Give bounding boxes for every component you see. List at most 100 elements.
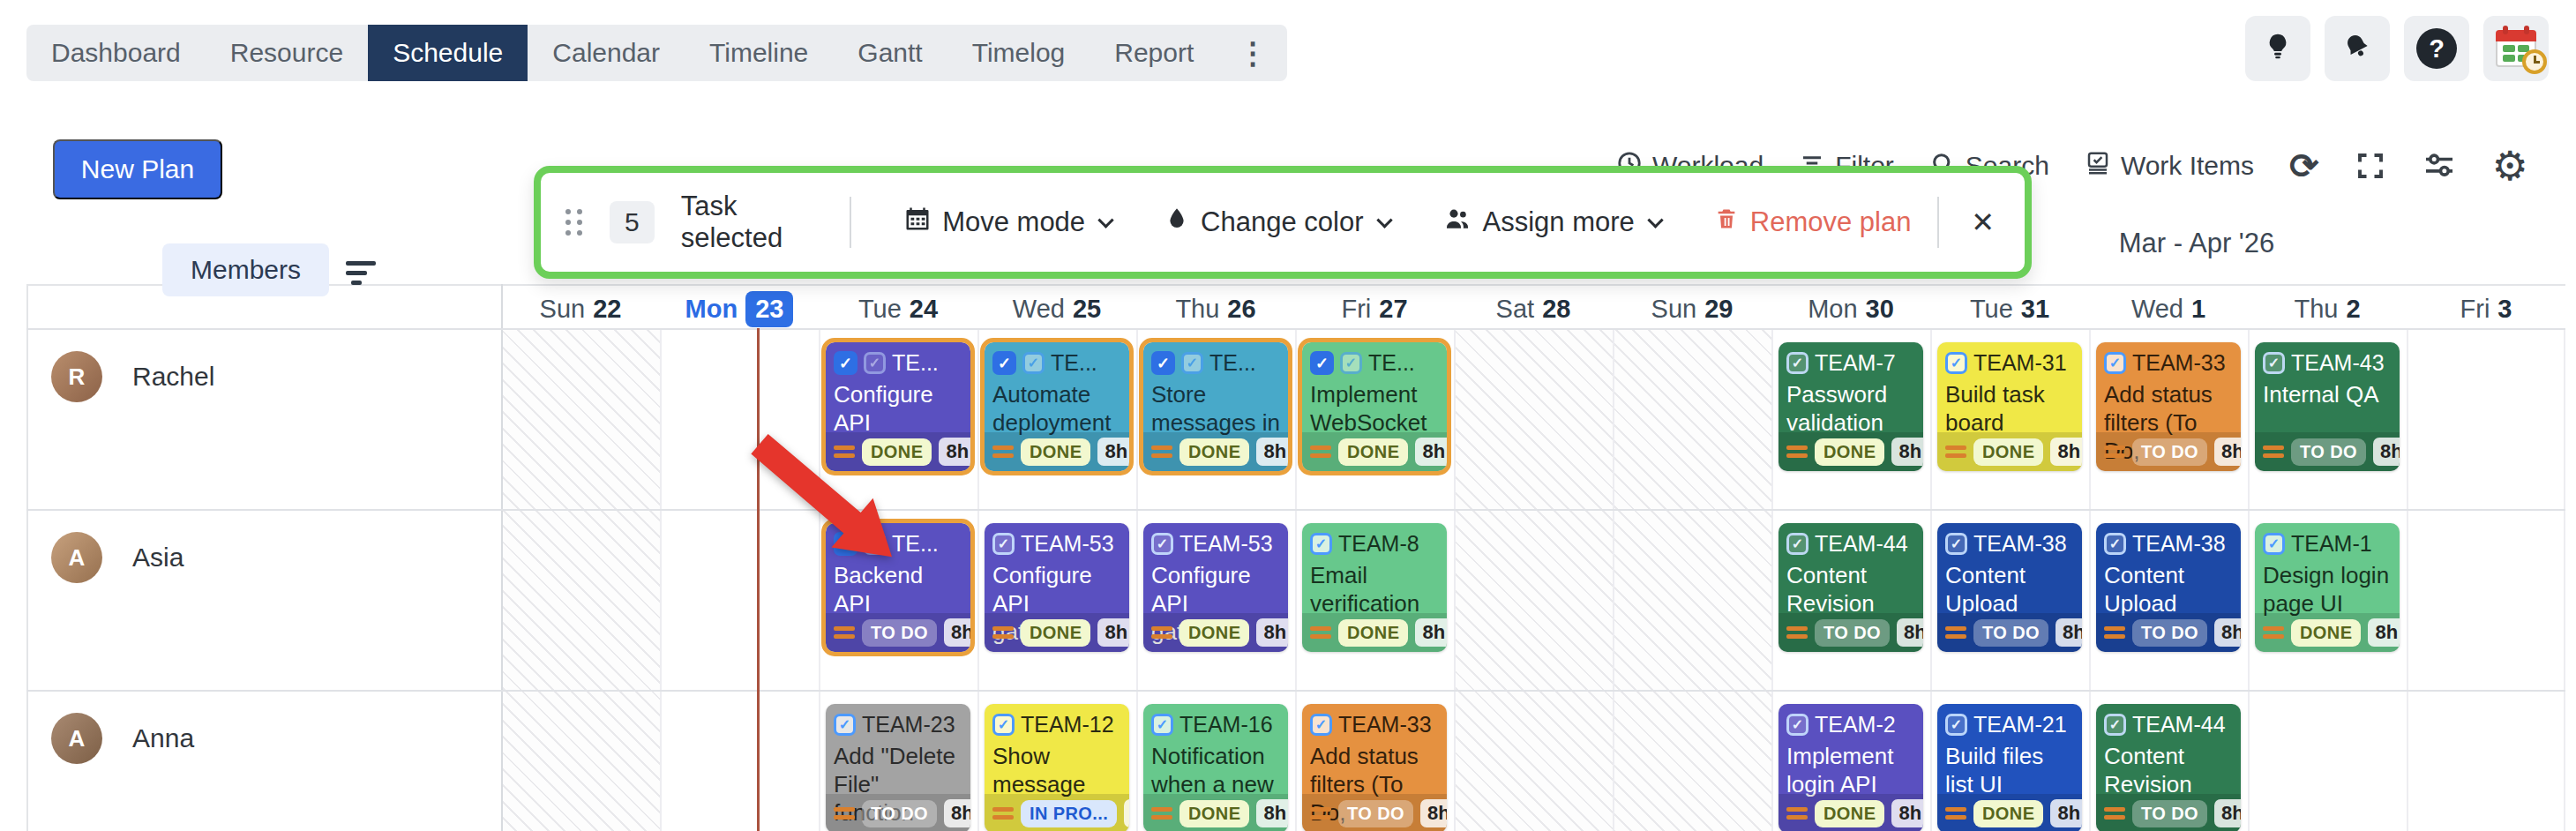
task-card[interactable]: TE... Implement WebSocket DONE8h [1302,342,1447,471]
priority-icon [1945,623,1966,642]
hours-badge: 8h [2056,618,2082,647]
tab-dashboard[interactable]: Dashboard [26,25,206,81]
bell-icon [2341,31,2373,66]
task-key: TE... [1368,350,1415,376]
priority-icon [834,804,855,823]
day-header: Mon30 [1771,289,1930,328]
selected-checkbox[interactable] [1151,351,1175,375]
avatar: A [51,713,102,764]
task-key: TE... [1051,350,1097,376]
selected-checkbox[interactable] [1310,351,1334,375]
notifications-button[interactable] [2325,16,2390,81]
task-key: TEAM-43 [2291,350,2385,376]
status-badge: DONE [1338,619,1408,647]
task-card[interactable]: TEAM-44 Content Revision TO DO8h [2096,704,2241,831]
work-items-icon [2085,150,2111,183]
day-header: Wed25 [977,289,1136,328]
task-card[interactable]: TEAM-2 Implement login API DONE8h [1778,704,1923,831]
task-key: TEAM-33 [2132,350,2226,376]
status-badge: TO DO [2132,619,2207,647]
task-type-icon [1151,533,1173,555]
task-card[interactable]: TEAM-31 Build task board DONE8h [1937,342,2082,471]
work-items-button[interactable]: Work Items [2085,150,2254,183]
hours-badge: 8h [944,618,970,647]
task-card[interactable]: TEAM-8 Email verification DONE8h [1302,523,1447,652]
day-header: Fri3 [2407,289,2565,328]
task-card[interactable]: TEAM-38 Content Upload TO DO8h [2096,523,2241,652]
new-plan-button[interactable]: New Plan [53,139,222,199]
task-key: TEAM-53 [1179,531,1273,557]
task-card[interactable]: TEAM-43 Internal QA TO DO8h [2255,342,2400,471]
tab-gantt[interactable]: Gantt [833,25,947,81]
selected-checkbox[interactable] [834,351,857,375]
status-badge: DONE [1021,438,1090,466]
task-card[interactable]: TEAM-23 Add "Delete File" function TO DO… [826,704,970,831]
selected-checkbox[interactable] [992,351,1016,375]
task-key: TEAM-16 [1179,712,1273,737]
task-card[interactable]: TEAM-38 Content Upload TO DO8h [1937,523,2082,652]
task-card[interactable]: TEAM-33 Add status filters (To Do, TO DO… [2096,342,2241,471]
task-card[interactable]: TEAM-7 Password validation DONE8h [1778,342,1923,471]
tab-resource[interactable]: Resource [206,25,368,81]
status-badge: TO DO [2291,438,2366,466]
tab-schedule[interactable]: Schedule [368,25,528,81]
chevron-down-icon [1647,212,1663,228]
refresh-icon[interactable] [2289,146,2319,186]
task-type-icon [1945,352,1967,374]
member-name: Rachel [132,362,214,392]
members-dropdown[interactable]: Members [162,243,329,296]
assign-more-button[interactable]: Assign more [1443,205,1661,240]
task-type-icon [1786,533,1808,555]
status-badge: TO DO [2132,438,2207,466]
task-title: Design login page UI [2255,557,2400,618]
task-card[interactable]: TEAM-12 Show message IN PRO...8h [985,704,1129,831]
task-key: TE... [892,350,939,376]
members-filter-icon[interactable] [346,261,376,288]
task-type-icon [1786,714,1808,736]
task-key: TEAM-31 [1973,350,2067,376]
task-type-icon [1151,714,1173,736]
task-title: Content Upload [2096,557,2241,618]
change-color-button[interactable]: Change color [1164,206,1389,238]
status-badge: DONE [1338,438,1408,466]
task-card[interactable]: TEAM-1 Design login page UI DONE8h [2255,523,2400,652]
task-card[interactable]: TEAM-53 Configure API gateways DONE8h [1143,523,1288,652]
tab-timeline[interactable]: Timeline [685,25,833,81]
hours-badge: 8h [2214,618,2241,647]
lightbulb-button[interactable] [2245,16,2310,81]
hours-badge: 8h [1124,799,1129,827]
day-header: Sun29 [1613,289,1771,328]
tab-calendar[interactable]: Calendar [528,25,685,81]
task-card[interactable]: TE... Store messages in DONE8h [1143,342,1288,471]
toolbar-divider [1937,197,1939,248]
kebab-menu-icon[interactable] [1218,25,1287,81]
task-card[interactable]: TEAM-16 Notification when a new DONE8h [1143,704,1288,831]
app-button[interactable] [2483,16,2549,81]
tab-report[interactable]: Report [1090,25,1218,81]
priority-icon [1786,623,1808,642]
close-icon[interactable] [1966,206,2000,239]
task-key: TEAM-7 [1815,350,1896,376]
move-mode-button[interactable]: Move mode [904,206,1112,239]
drag-handle-icon[interactable] [565,209,583,236]
avatar: A [51,532,102,583]
status-badge: DONE [1179,438,1249,466]
task-card[interactable]: TEAM-21 Build files list UI DONE8h [1937,704,2082,831]
task-title: Content Revision [2096,737,2241,798]
fullscreen-icon[interactable] [2355,150,2386,182]
sliders-icon[interactable] [2422,148,2457,183]
task-card[interactable]: TEAM-44 Content Revision TO DO8h [1778,523,1923,652]
status-badge: TO DO [862,800,937,827]
task-card[interactable]: TEAM-53 Configure API gateways DONE8h [985,523,1129,652]
gear-icon[interactable] [2492,142,2528,190]
column-line [501,284,503,831]
task-card[interactable]: TE... Automate deployment DONE8h [985,342,1129,471]
task-card[interactable]: TEAM-33 Add status filters (To Do, TO DO… [1302,704,1447,831]
task-key: TEAM-44 [2132,712,2226,737]
today-marker-line [757,328,760,831]
tab-timelog[interactable]: Timelog [947,25,1090,81]
status-badge: DONE [1179,619,1249,647]
help-button[interactable] [2404,16,2469,81]
remove-plan-button[interactable]: Remove plan [1714,206,1912,238]
planner-app-icon [2496,30,2536,67]
